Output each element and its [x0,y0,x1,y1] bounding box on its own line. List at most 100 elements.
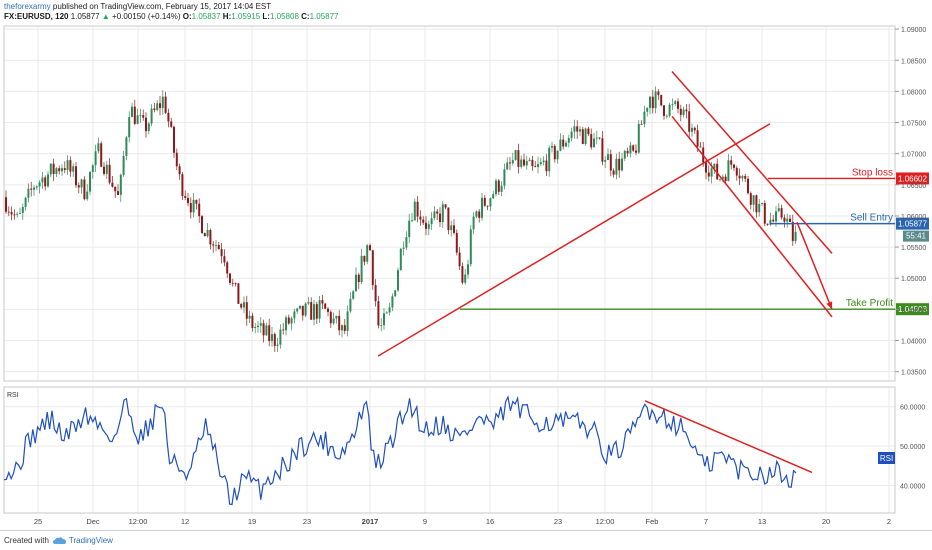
candle-body [170,121,173,127]
candle-body [758,203,761,213]
time-axis[interactable]: 25 Dec 12:00 12 19 23 2017 9 16 23 12:00 Feb 7 13 20 2 [34,517,891,526]
candle-body [733,164,735,168]
candle-body [660,94,663,106]
candle-body [450,225,453,231]
rsi-grid [4,387,895,513]
candle-body [710,168,713,177]
candle-body [749,193,752,205]
candle-body [405,237,408,248]
candle-body [69,160,72,172]
candle-body [346,311,349,331]
rsi-axis[interactable]: 60.0000 50.0000 40.0000 [900,405,925,491]
candle-body [332,318,335,324]
candle-body [41,177,44,183]
candle-body [587,128,590,135]
candle-body [363,255,366,262]
candle-body [234,283,237,284]
candle-body [147,123,150,132]
candle-body [19,212,21,214]
candle-body [719,179,721,181]
candle-body [408,220,411,238]
candle-body [352,291,355,299]
candle-body [626,150,629,154]
candle-body [643,111,646,125]
candle-body [175,152,178,167]
footer-divider [0,530,932,531]
up-arrow-icon: ▲ [101,12,110,21]
candle-body [248,315,251,319]
candle-body [525,161,528,166]
price-badge-tp [896,303,929,316]
candle-body [117,191,119,195]
candle-body [189,203,192,213]
candle-body [539,162,542,165]
candle-body [752,195,755,205]
candle-body [91,165,94,172]
chart-header: theforexarmy published on TradingView.co… [4,2,339,22]
y-tick-label: 1.07500 [901,121,926,128]
y-tick-label: 1.06000 [901,214,926,221]
candle-body [318,300,321,319]
candle-body [271,334,273,341]
candle-body [133,106,136,124]
candle-body [682,109,685,115]
tradingview-link[interactable]: TradingView [52,536,113,545]
countdown-text: 55:41 [906,232,927,241]
candle-body [481,197,483,218]
candle-body [691,127,693,132]
main-grid [4,26,895,381]
candle-body [237,283,240,304]
candle-body [44,177,47,187]
countdown-badge [903,230,929,242]
candle-body [153,108,156,110]
candle-body [579,129,581,132]
x-tick-label: 9 [423,517,427,526]
candle-body [657,91,660,95]
candle-body [167,112,170,122]
candle-body [646,107,649,112]
candle-body [668,104,671,116]
candle-body [21,206,24,213]
candle-body [727,160,730,181]
candle-body [422,219,425,223]
candle-body [469,229,472,265]
rsi-pane-border [3,386,896,514]
y-tick-label: 1.09000 [901,27,926,34]
candle-body [371,250,374,286]
author-link[interactable]: theforexarmy [4,2,51,11]
price-axis[interactable]: 1.09000 1.08500 1.08000 1.07500 1.07000 1.065… [895,27,926,377]
candle-body [735,167,738,176]
candle-body [108,164,111,183]
candle-body [301,305,304,316]
candle-body [97,143,100,152]
candle-body [595,137,598,139]
candle-body [287,317,290,324]
candle-body [741,176,744,179]
y-tick-label: 1.08000 [901,89,926,96]
candle-body [674,101,677,105]
candle-body [769,219,772,225]
candle-body [181,174,184,196]
x-tick-label: Feb [646,517,659,526]
candle-body [467,264,469,275]
rsi-tick-label: 40.0000 [900,483,925,490]
rsi-tick-label: 60.0000 [900,405,925,412]
candle-body [416,201,419,217]
candle-body [629,145,632,154]
candle-body [327,308,329,312]
candle-body [399,248,402,271]
candle-body [240,303,243,308]
price-change: +0.00150 (+0.14%) [112,12,181,21]
rsi-line [3,395,797,506]
candle-body [651,96,654,109]
candle-body [665,115,668,117]
symbol-label[interactable]: FX:EURUSD, 120 [4,12,69,21]
rsi-legend-badge: RSI [878,452,895,464]
rsi-trendline [644,400,813,474]
x-tick-label: 16 [486,517,494,526]
x-tick-label: 12 [181,517,189,526]
x-tick-label: 13 [758,517,766,526]
candle-body [724,176,727,181]
candle-body [35,186,38,188]
